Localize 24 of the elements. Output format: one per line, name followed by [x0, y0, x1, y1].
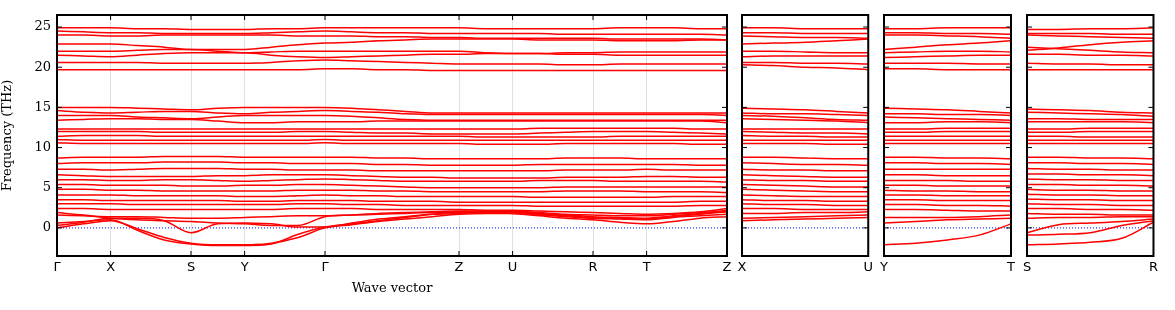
x-tick-label: T — [1006, 259, 1016, 275]
x-tick-label: X — [737, 259, 747, 275]
y-tick-label: 25 — [34, 18, 51, 34]
x-tick-label: R — [1148, 259, 1159, 275]
y-tick-label: 5 — [42, 179, 51, 195]
x-tick-label: R — [588, 259, 598, 275]
y-axis-title: Frequency (THz) — [0, 79, 15, 192]
y-tick-label: 20 — [34, 58, 51, 74]
x-tick-label: S — [186, 259, 196, 275]
x-tick-label: U — [507, 259, 518, 275]
x-tick-label: U — [863, 259, 873, 275]
x-tick-label: Γ — [53, 259, 62, 275]
x-tick-label: Γ — [321, 259, 330, 275]
x-tick-label: X — [106, 259, 116, 275]
x-tick-label: Y — [239, 259, 249, 275]
y-tick-label: 0 — [42, 219, 51, 235]
x-tick-label: T — [641, 259, 651, 275]
x-tick-label: Z — [722, 259, 732, 275]
x-tick-label: S — [1022, 259, 1032, 275]
y-tick-label: 10 — [34, 138, 51, 154]
x-tick-label: Y — [879, 259, 889, 275]
x-axis-title: Wave vector — [351, 279, 434, 295]
x-tick-label: Z — [454, 259, 464, 275]
y-tick-label: 15 — [34, 98, 51, 114]
